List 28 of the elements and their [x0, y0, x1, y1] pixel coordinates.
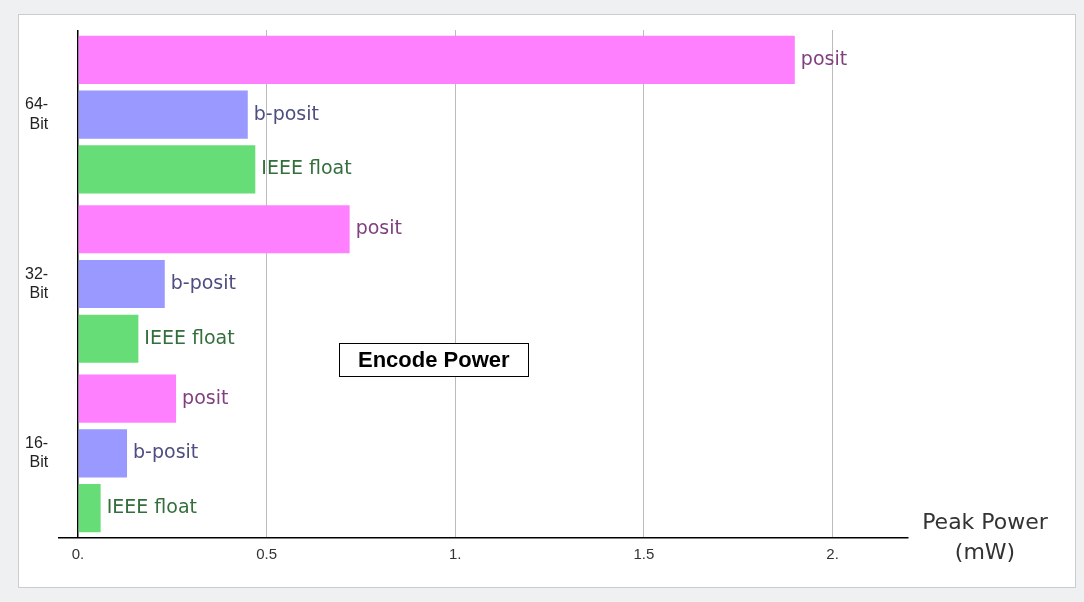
text: posit — [355, 216, 402, 239]
bar — [78, 483, 101, 533]
bar — [78, 429, 128, 478]
bar — [78, 35, 795, 85]
x-tick-label: 0.5 — [256, 545, 278, 563]
x-tick-label: 1.5 — [633, 545, 655, 563]
x-tick-label: 0. — [71, 545, 85, 563]
y-tick-label: 64-Bit — [25, 95, 49, 132]
y-tick-label: 32-Bit — [25, 264, 49, 302]
text: b-posit — [253, 101, 319, 124]
x-tick-label: 1. — [449, 545, 462, 563]
text: Encode Power — [339, 343, 529, 377]
text: b-posit — [170, 270, 236, 293]
text: IEEE float — [144, 325, 235, 348]
bar — [78, 205, 350, 254]
x-tick-label: 2. — [826, 545, 839, 563]
bar — [78, 374, 177, 423]
series-label: b-posit — [133, 440, 199, 463]
bar — [78, 145, 256, 194]
bar — [78, 259, 165, 309]
series-label: IEEE float — [261, 156, 352, 179]
x-axis-title: Peak Power (mW) — [921, 508, 1049, 566]
bar — [78, 90, 248, 139]
bar — [78, 314, 139, 363]
y-tick-label: 16-Bit — [25, 434, 49, 471]
text: posit — [182, 385, 229, 408]
text: IEEE float — [106, 495, 197, 518]
series-label: posit — [800, 46, 848, 69]
